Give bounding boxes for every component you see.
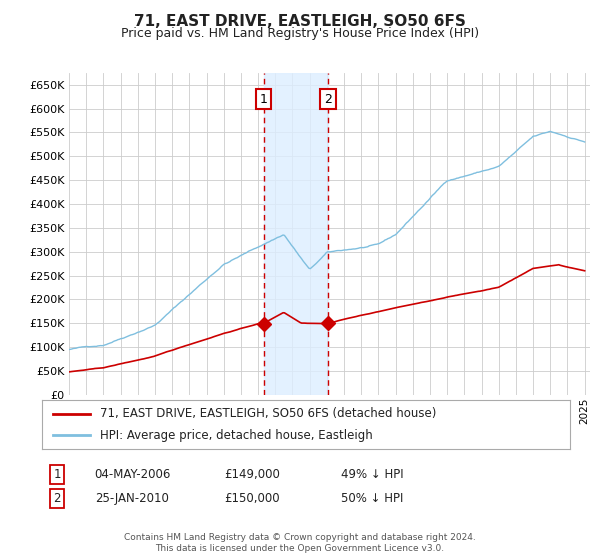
Text: 2: 2 [324,92,332,105]
Text: 25-JAN-2010: 25-JAN-2010 [95,492,169,505]
Text: £149,000: £149,000 [224,468,280,481]
Text: HPI: Average price, detached house, Eastleigh: HPI: Average price, detached house, East… [100,429,373,442]
Text: 1: 1 [53,468,61,481]
Text: 04-MAY-2006: 04-MAY-2006 [94,468,170,481]
Text: 49% ↓ HPI: 49% ↓ HPI [341,468,403,481]
Text: 71, EAST DRIVE, EASTLEIGH, SO50 6FS: 71, EAST DRIVE, EASTLEIGH, SO50 6FS [134,14,466,29]
Text: Price paid vs. HM Land Registry's House Price Index (HPI): Price paid vs. HM Land Registry's House … [121,27,479,40]
Text: £150,000: £150,000 [224,492,280,505]
Bar [264,73,328,395]
Text: 71, EAST DRIVE, EASTLEIGH, SO50 6FS (detached house): 71, EAST DRIVE, EASTLEIGH, SO50 6FS (det… [100,407,436,420]
Text: 2: 2 [53,492,61,505]
Text: 50% ↓ HPI: 50% ↓ HPI [341,492,403,505]
Text: 1: 1 [260,92,268,105]
Text: Contains HM Land Registry data © Crown copyright and database right 2024.
This d: Contains HM Land Registry data © Crown c… [124,533,476,553]
